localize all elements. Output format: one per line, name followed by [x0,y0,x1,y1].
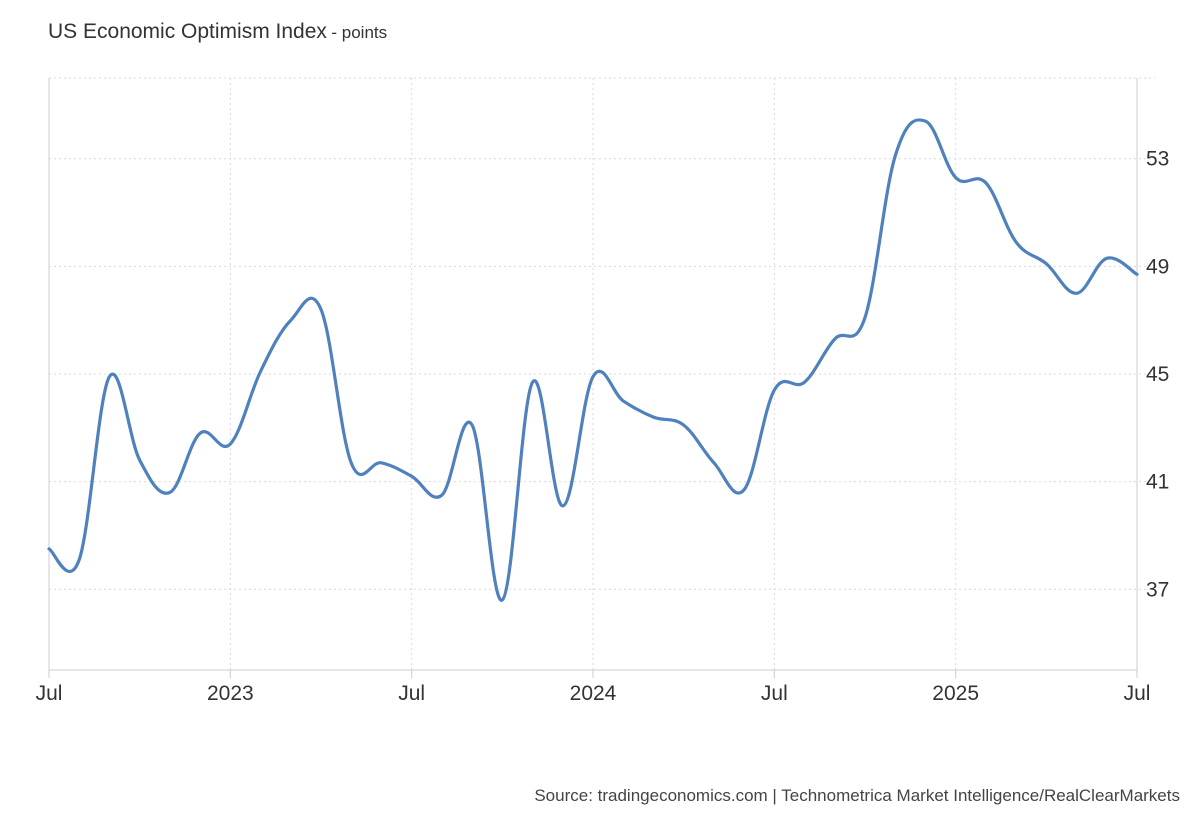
chart-title: US Economic Optimism Index - points [48,20,387,44]
data-point [742,488,746,492]
y-tick-label: 49 [1146,255,1169,278]
data-point [440,493,444,497]
data-point [531,380,535,384]
source-attribution: Source: tradingeconomics.com | Technomet… [534,786,1180,805]
data-point [228,442,232,446]
y-tick-label: 41 [1146,471,1169,494]
data-point [289,318,293,322]
data-point [1044,262,1048,266]
data-point [319,307,323,311]
x-tick-label: 2025 [932,682,979,705]
data-point [1135,272,1139,276]
data-point [470,423,474,427]
series-line [47,118,1139,602]
y-tick-label: 37 [1146,578,1169,601]
data-point [349,461,353,465]
data-point [379,461,383,465]
y-tick-label: 45 [1146,363,1169,386]
x-tick-label: Jul [398,682,425,705]
data-point [772,388,776,392]
data-point [712,461,716,465]
data-point [591,375,595,379]
data-point [803,380,807,384]
data-point [682,423,686,427]
x-tick-label: Jul [36,682,63,705]
data-point [984,181,988,185]
chart-unit-text: - points [331,23,388,42]
data-point [1105,256,1109,260]
data-point [107,375,111,379]
data-point [168,490,172,494]
data-point [833,337,837,341]
data-point [1075,291,1079,295]
chart-title-text: US Economic Optimism Index [48,20,327,43]
data-point [651,415,655,419]
y-tick-label: 53 [1146,148,1169,171]
data-point [259,369,263,373]
x-tick-label: Jul [1124,682,1151,705]
data-point [954,176,958,180]
data-point [410,474,414,478]
data-point [561,504,565,508]
data-point [47,547,51,551]
data-point [621,399,625,403]
x-tick-label: 2023 [207,682,254,705]
data-point [893,154,897,158]
data-point [1014,240,1018,244]
x-tick-label: Jul [761,682,788,705]
data-point [138,458,142,462]
data-point [923,119,927,123]
data-point [500,598,504,602]
x-tick-label: 2024 [570,682,617,705]
data-point [198,431,202,435]
data-point [863,316,867,320]
data-point [77,558,81,562]
